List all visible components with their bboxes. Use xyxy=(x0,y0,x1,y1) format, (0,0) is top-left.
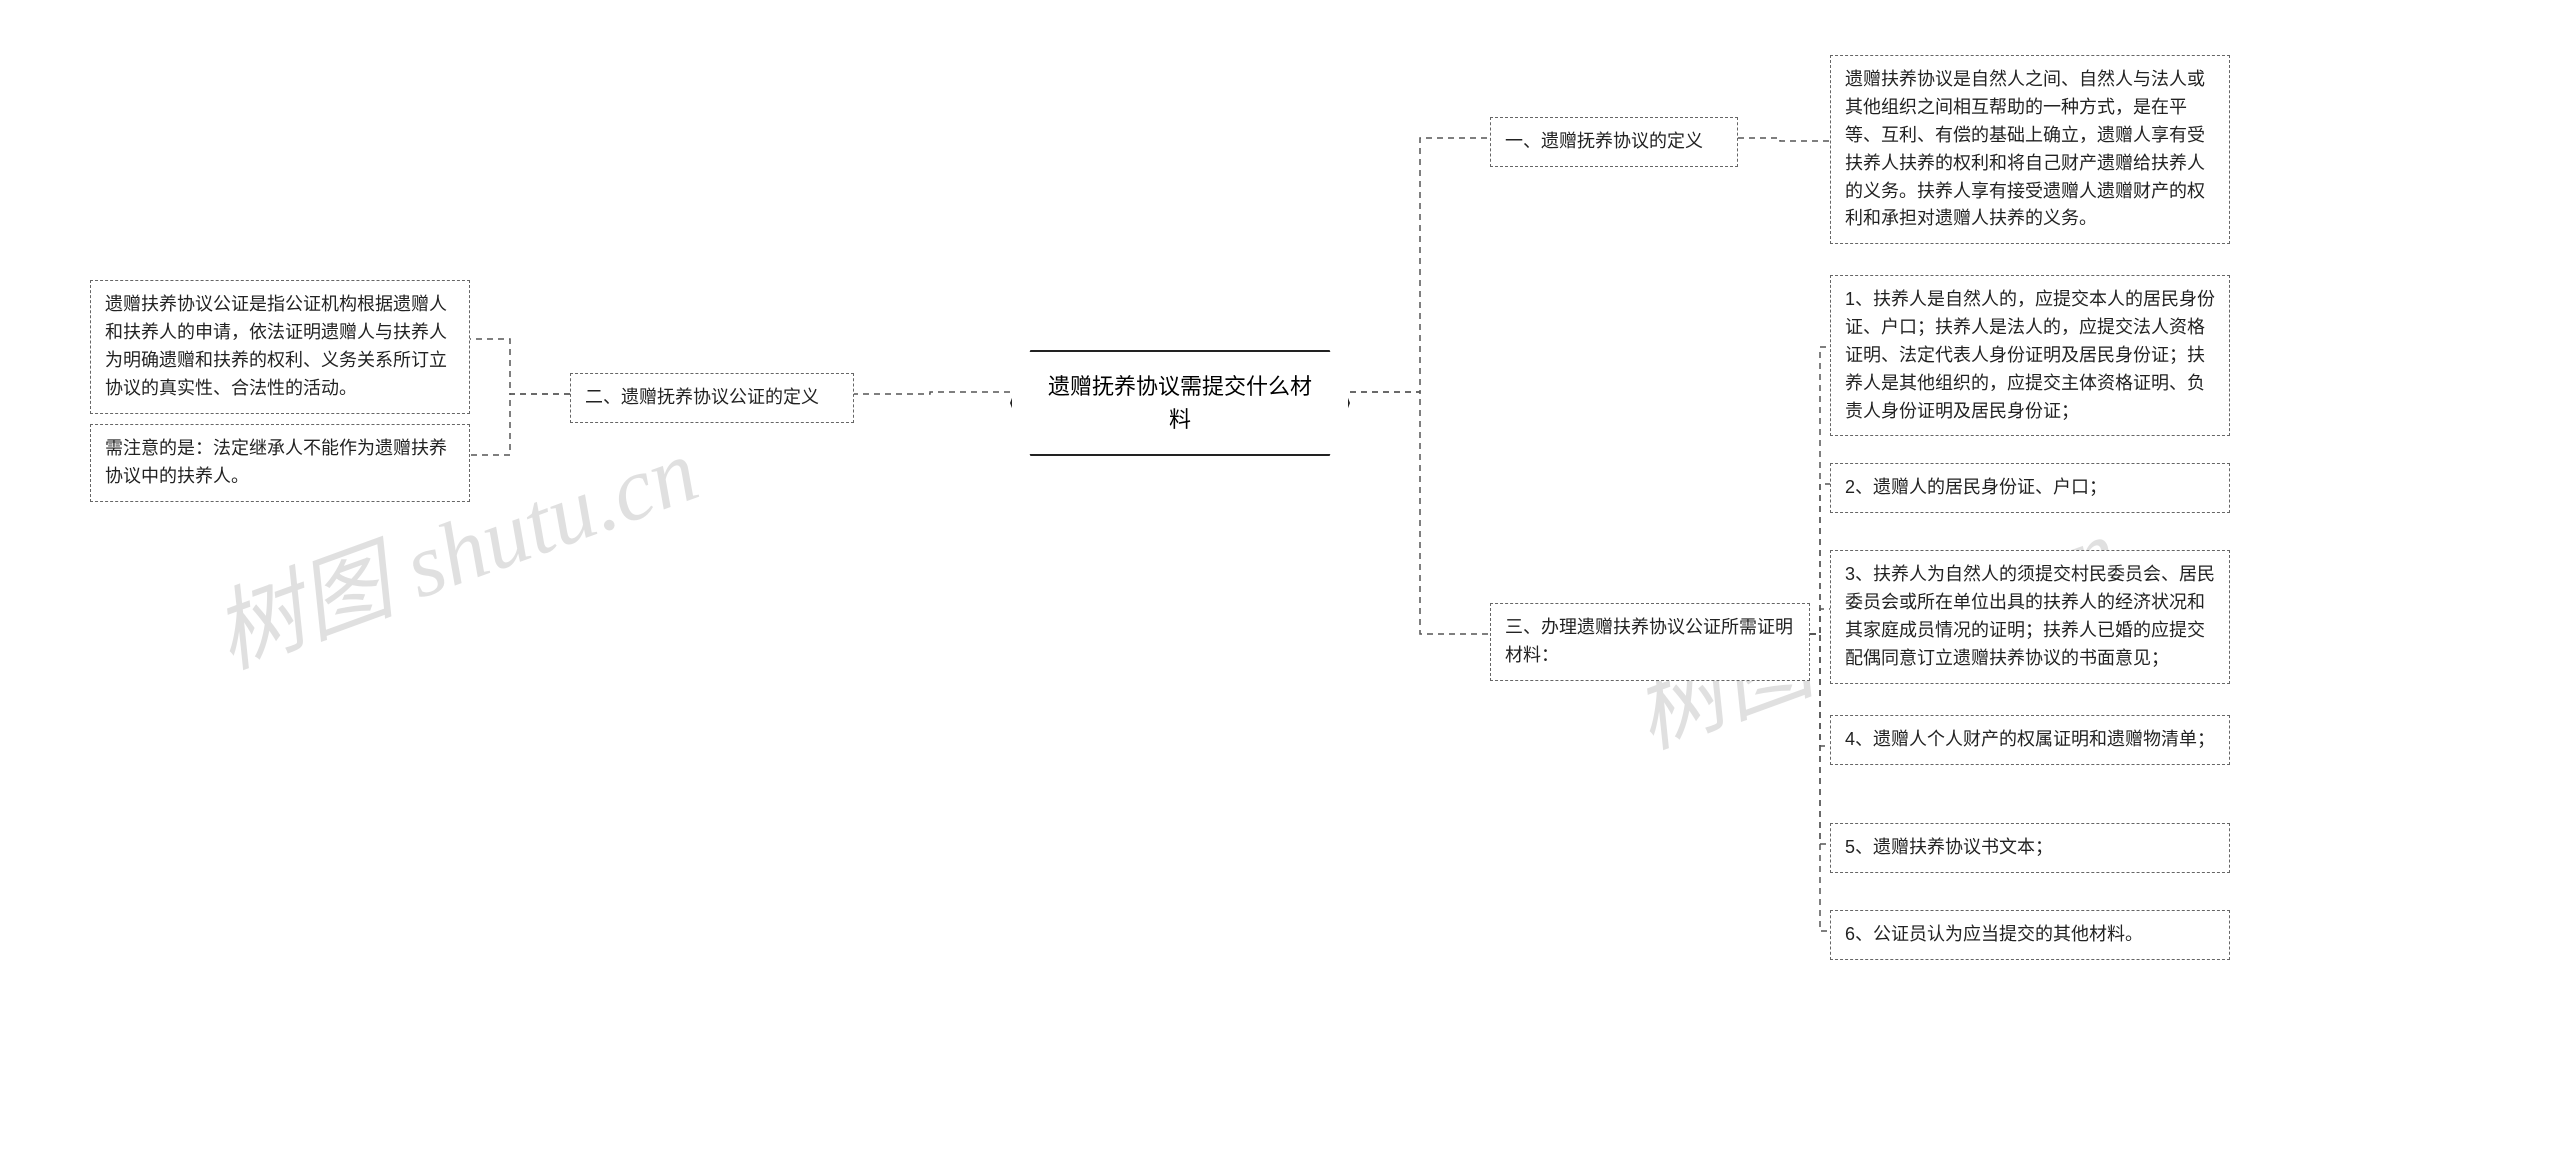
leaf-node: 4、遗赠人个人财产的权属证明和遗赠物清单； xyxy=(1830,715,2230,765)
leaf-node: 5、遗赠扶养协议书文本； xyxy=(1830,823,2230,873)
leaf-node: 1、扶养人是自然人的，应提交本人的居民身份证、户口；扶养人是法人的，应提交法人资… xyxy=(1830,275,2230,436)
leaf-node: 3、扶养人为自然人的须提交村民委员会、居民委员会或所在单位出具的扶养人的经济状况… xyxy=(1830,550,2230,684)
root-node: 遗赠抚养协议需提交什么材料 xyxy=(1010,350,1350,456)
branch-heading-right-1: 一、遗赠抚养协议的定义 xyxy=(1490,117,1738,167)
leaf-node: 遗赠扶养协议公证是指公证机构根据遗赠人和扶养人的申请，依法证明遗赠人与扶养人为明… xyxy=(90,280,470,414)
branch-heading-right-2: 三、办理遗赠扶养协议公证所需证明材料： xyxy=(1490,603,1810,681)
leaf-node: 6、公证员认为应当提交的其他材料。 xyxy=(1830,910,2230,960)
leaf-node: 2、遗赠人的居民身份证、户口； xyxy=(1830,463,2230,513)
leaf-node: 遗赠扶养协议是自然人之间、自然人与法人或其他组织之间相互帮助的一种方式，是在平等… xyxy=(1830,55,2230,244)
mindmap-canvas: 树图 shutu.cn 树图 shutu.cn 遗赠抚养协议需提交什么材料 二、… xyxy=(0,0,2560,1165)
branch-heading-left: 二、遗赠抚养协议公证的定义 xyxy=(570,373,854,423)
leaf-node: 需注意的是：法定继承人不能作为遗赠扶养协议中的扶养人。 xyxy=(90,424,470,502)
